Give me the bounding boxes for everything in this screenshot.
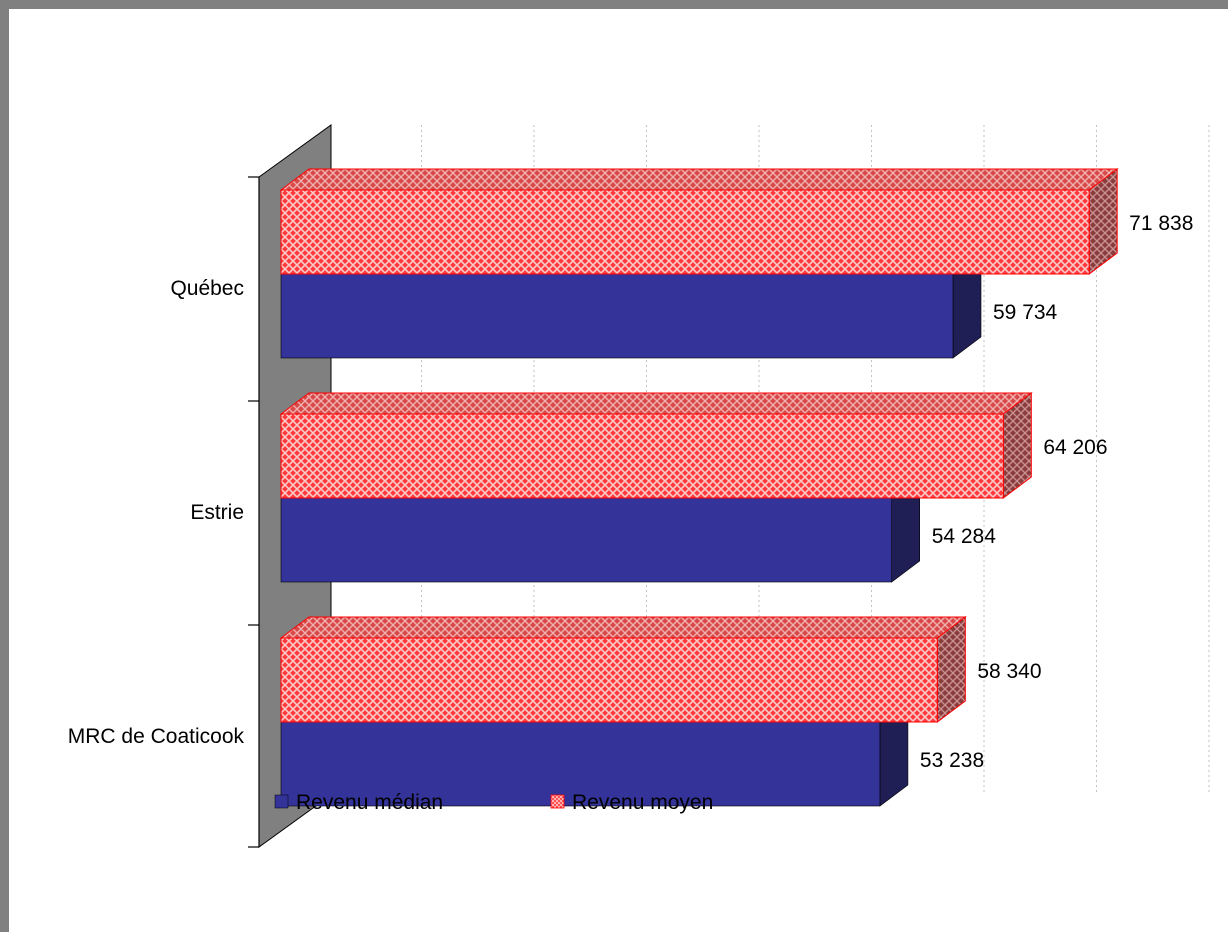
bar-revenu-median — [280, 252, 982, 359]
data-label-revenu-moyen: 58 340 — [977, 660, 1041, 683]
bar-top — [279, 392, 1033, 415]
bar-top — [279, 168, 1119, 191]
legend: Revenu médian Revenu moyen — [274, 791, 713, 814]
bar-front — [280, 273, 954, 359]
bars — [279, 168, 1119, 807]
bar-revenu-median — [280, 476, 920, 583]
data-labels: 71 838 59 734 64 206 54 284 58 340 53 238 — [920, 212, 1193, 772]
category-label: Estrie — [190, 501, 244, 524]
category-labels: Québec Estrie MRC de Coaticook — [68, 277, 245, 748]
bar-front — [280, 189, 1090, 275]
bar-revenu-moyen — [279, 616, 967, 723]
category-label: MRC de Coaticook — [68, 725, 245, 748]
bar-revenu-moyen — [279, 168, 1119, 275]
data-label-revenu-median: 54 284 — [932, 525, 997, 548]
data-label-revenu-median: 53 238 — [920, 749, 984, 772]
bar-revenu-moyen — [279, 392, 1033, 499]
data-label-revenu-median: 59 734 — [993, 301, 1058, 324]
bar-front — [280, 637, 938, 723]
data-label-revenu-moyen: 64 206 — [1043, 436, 1107, 459]
bar-front — [280, 413, 1004, 499]
legend-label-median: Revenu médian — [296, 791, 443, 814]
bar-top — [279, 616, 967, 639]
legend-swatch-median — [274, 794, 289, 809]
legend-swatch-mean — [550, 794, 565, 809]
category-label: Québec — [170, 277, 244, 300]
data-label-revenu-moyen: 71 838 — [1129, 212, 1193, 235]
legend-label-mean: Revenu moyen — [572, 791, 713, 814]
bar-front — [280, 497, 892, 583]
y-axis-ticks — [248, 176, 259, 848]
bar-chart: Québec Estrie MRC de Coaticook 71 838 59 73… — [68, 124, 1210, 848]
